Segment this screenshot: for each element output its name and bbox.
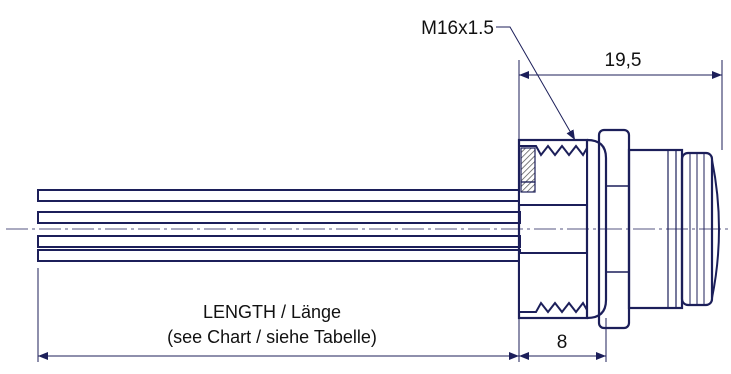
thread-hatch [520, 147, 536, 183]
thread-cut-lower [518, 252, 588, 314]
length-label: LENGTH / Länge [203, 302, 341, 322]
dimension-label-8: 8 [557, 332, 568, 353]
thread-label: M16x1.5 [421, 18, 494, 39]
dimension-label-19-5: 19,5 [605, 50, 642, 71]
wire-lead-1 [37, 189, 521, 202]
wire-leads [37, 189, 521, 262]
wire-lead-2 [37, 211, 521, 224]
wire-lead-3 [37, 235, 521, 248]
length-note: (see Chart / siehe Tabelle) [167, 327, 377, 347]
thread-cut-upper [518, 144, 588, 206]
thread-leader-line [496, 26, 576, 141]
thread-section [520, 181, 536, 193]
wire-lead-4 [37, 249, 521, 262]
